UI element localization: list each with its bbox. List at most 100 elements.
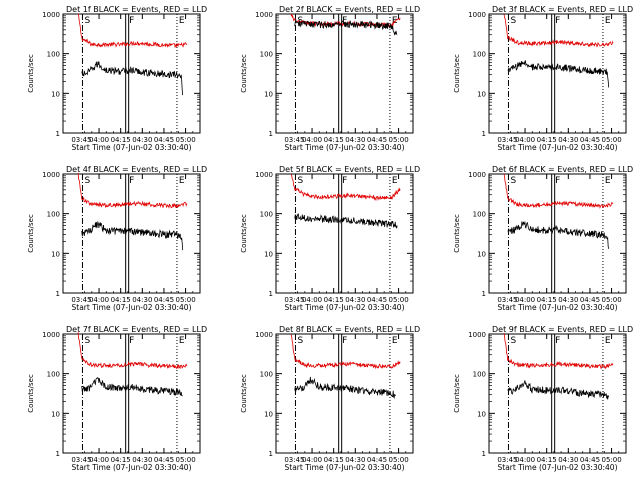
plot-title: Det 5f BLACK = Events, RED = LLD [279, 165, 420, 174]
x-tick-label: 04:30 [345, 296, 365, 304]
marker-label: E [179, 336, 185, 346]
y-axis-label: Counts/sec [240, 374, 248, 413]
detector-plot-7: Det 7f BLACK = Events, RED = LLD Counts/s… [27, 325, 207, 472]
x-tick-label: 04:30 [345, 136, 365, 144]
y-tick-label: 10 [477, 250, 486, 258]
lld-series-line [503, 333, 614, 370]
y-axis-label: Counts/sec [453, 374, 461, 413]
lld-series-line [503, 173, 614, 209]
x-tick-label: 05:00 [601, 296, 621, 304]
detector-plot-6: Det 6f BLACK = Events, RED = LLD Counts/s… [453, 165, 633, 312]
x-axis-label: Start Time (07-Jun-02 03:30:40) [498, 143, 618, 152]
y-tick-label: 10 [477, 410, 486, 418]
events-series-line [294, 213, 398, 229]
x-tick-label: 04:30 [558, 136, 578, 144]
y-tick-label: 10 [264, 90, 273, 98]
x-tick-label: 04:30 [132, 456, 152, 464]
x-tick-label: 04:00 [515, 296, 535, 304]
y-axis-label: Counts/sec [27, 214, 35, 253]
x-tick-label: 04:45 [580, 136, 600, 144]
x-tick-label: 04:45 [367, 296, 387, 304]
y-tick-label: 100 [260, 371, 273, 379]
marker-label: F [555, 16, 560, 26]
x-tick-label: 03:45 [284, 136, 304, 144]
x-tick-label: 04:45 [154, 136, 174, 144]
x-tick-label: 04:00 [302, 136, 322, 144]
detector-plot-4: Det 4f BLACK = Events, RED = LLD Counts/s… [27, 165, 207, 312]
y-axis-label: Counts/sec [240, 54, 248, 93]
marker-label: S [84, 16, 90, 26]
y-tick-label: 10 [51, 250, 60, 258]
marker-label: S [297, 176, 303, 186]
y-tick-label: 1 [482, 290, 486, 298]
x-tick-label: 05:00 [388, 136, 408, 144]
y-axis-label: Counts/sec [27, 54, 35, 93]
detector-plot-9: Det 9f BLACK = Events, RED = LLD Counts/s… [453, 325, 633, 472]
y-tick-label: 1000 [42, 331, 60, 339]
x-axis-label: Start Time (07-Jun-02 03:30:40) [498, 303, 618, 312]
x-tick-label: 05:00 [175, 296, 195, 304]
y-tick-label: 100 [260, 51, 273, 59]
plot-title: Det 2f BLACK = Events, RED = LLD [279, 5, 420, 14]
x-tick-label: 04:00 [302, 456, 322, 464]
y-tick-label: 1 [269, 450, 273, 458]
x-tick-label: 04:00 [515, 136, 535, 144]
plot-frame [488, 333, 627, 454]
detector-plot-2: Det 2f BLACK = Events, RED = LLD Counts/s… [240, 5, 420, 152]
x-tick-label: 05:00 [175, 456, 195, 464]
x-tick-label: 04:30 [558, 296, 578, 304]
lld-series-line [290, 334, 401, 370]
x-tick-label: 05:00 [388, 296, 408, 304]
lld-series-line [503, 14, 614, 48]
x-tick-label: 03:45 [497, 136, 517, 144]
x-tick-label: 04:45 [154, 296, 174, 304]
x-tick-label: 04:15 [537, 136, 557, 144]
x-tick-label: 04:00 [515, 456, 535, 464]
events-series-line [81, 61, 184, 96]
x-tick-label: 05:00 [175, 136, 195, 144]
events-series-line [81, 220, 184, 251]
marker-label: E [605, 176, 611, 186]
x-tick-label: 04:00 [89, 136, 109, 144]
x-tick-label: 03:45 [497, 296, 517, 304]
y-axis-label: Counts/sec [27, 374, 35, 413]
events-series-line [507, 380, 610, 400]
x-tick-label: 04:30 [132, 296, 152, 304]
y-tick-label: 10 [51, 410, 60, 418]
x-tick-label: 03:45 [284, 456, 304, 464]
marker-label: F [342, 16, 347, 26]
lld-series-line [77, 13, 188, 49]
marker-label: F [555, 336, 560, 346]
marker-label: S [510, 16, 516, 26]
events-series-line [294, 376, 396, 399]
y-tick-label: 1000 [255, 171, 273, 179]
x-tick-label: 03:45 [284, 296, 304, 304]
y-tick-label: 100 [473, 51, 486, 59]
plot-frame [488, 13, 627, 134]
x-tick-label: 04:00 [302, 296, 322, 304]
x-tick-label: 04:15 [537, 456, 557, 464]
x-tick-label: 04:30 [345, 456, 365, 464]
x-tick-label: 04:15 [324, 456, 344, 464]
plot-frame [62, 333, 201, 454]
events-series-line [507, 60, 610, 88]
x-tick-label: 04:15 [537, 296, 557, 304]
plot-title: Det 3f BLACK = Events, RED = LLD [492, 5, 633, 14]
y-tick-label: 1000 [255, 11, 273, 19]
y-tick-label: 10 [477, 90, 486, 98]
x-tick-label: 05:00 [601, 456, 621, 464]
y-tick-label: 1000 [468, 11, 486, 19]
x-axis-label: Start Time (07-Jun-02 03:30:40) [285, 303, 405, 312]
marker-label: F [342, 336, 347, 346]
y-axis-label: Counts/sec [453, 214, 461, 253]
x-tick-label: 04:30 [558, 456, 578, 464]
marker-label: E [605, 336, 611, 346]
plot-title: Det 8f BLACK = Events, RED = LLD [279, 325, 420, 334]
y-tick-label: 10 [264, 410, 273, 418]
marker-label: F [342, 176, 347, 186]
x-tick-label: 04:45 [580, 296, 600, 304]
x-tick-label: 03:45 [71, 296, 91, 304]
x-tick-label: 03:45 [71, 136, 91, 144]
y-axis-label: Counts/sec [453, 54, 461, 93]
